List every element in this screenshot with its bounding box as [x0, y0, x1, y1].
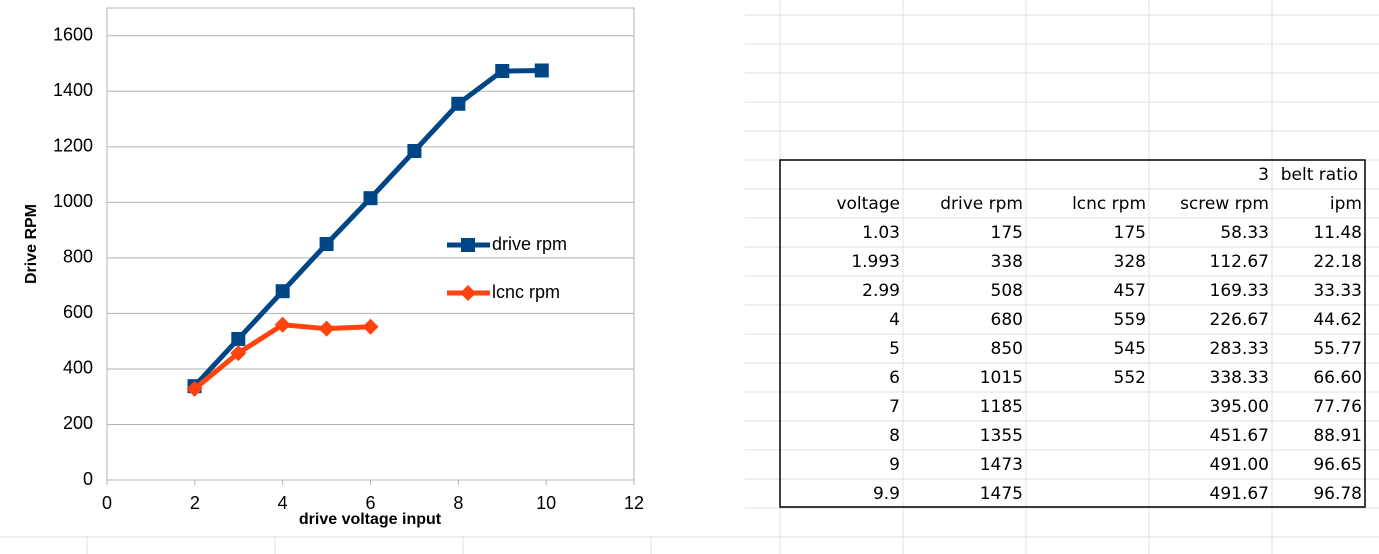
- table-cell: 96.78: [1313, 484, 1362, 504]
- legend-label: lcnc rpm: [492, 282, 560, 302]
- table-cell: 226.67: [1210, 310, 1269, 330]
- data-point: [318, 320, 335, 337]
- table-cell: 559: [1114, 310, 1146, 330]
- table-cell: 1.993: [851, 252, 900, 272]
- x-tick-label: 8: [453, 493, 463, 513]
- table-cell: 96.65: [1313, 455, 1362, 475]
- y-tick-label: 400: [63, 358, 93, 378]
- column-header: lcnc rpm: [1072, 194, 1146, 214]
- data-point: [230, 345, 247, 362]
- table-cell: 395.00: [1210, 397, 1269, 417]
- data-point: [495, 64, 510, 79]
- table-cell: 88.91: [1313, 426, 1362, 446]
- table-cell: 850: [991, 339, 1023, 359]
- table-cell: 1475: [980, 484, 1023, 504]
- data-point: [534, 63, 549, 78]
- table-cell: 338.33: [1210, 368, 1269, 388]
- table-cell: 112.67: [1210, 252, 1269, 272]
- table-cell: 22.18: [1313, 252, 1362, 272]
- table-cell: 491.00: [1210, 455, 1269, 475]
- table-cell: 451.67: [1210, 426, 1269, 446]
- x-tick-label: 0: [102, 493, 112, 513]
- data-point: [451, 96, 466, 111]
- table-cell: 169.33: [1210, 281, 1269, 301]
- data-point: [186, 380, 203, 397]
- ratio-cell: 3: [1258, 165, 1269, 185]
- data-point: [231, 331, 246, 346]
- table-cell: 9.9: [873, 484, 900, 504]
- table-cell: 1.03: [862, 223, 900, 243]
- table-cell: 552: [1114, 368, 1146, 388]
- legend-marker: [460, 285, 476, 301]
- table-cell: 457: [1114, 281, 1146, 301]
- table-cell: 1185: [980, 397, 1023, 417]
- data-point: [275, 284, 290, 299]
- table-cell: 508: [991, 281, 1023, 301]
- ratio-label-cell: belt ratio: [1281, 165, 1358, 185]
- y-tick-label: 0: [83, 469, 93, 489]
- y-tick-label: 600: [63, 302, 93, 322]
- table-cell: 283.33: [1210, 339, 1269, 359]
- y-tick-label: 1000: [53, 191, 93, 211]
- table-cell: 33.33: [1313, 281, 1362, 301]
- table-cell: 7: [889, 397, 900, 417]
- table-cell: 1473: [980, 455, 1023, 475]
- table-cell: 5: [889, 339, 900, 359]
- table-cell: 545: [1114, 339, 1146, 359]
- data-point: [319, 237, 334, 251]
- legend-label: drive rpm: [492, 234, 567, 254]
- table-cell: 338: [991, 252, 1023, 272]
- y-tick-label: 1200: [53, 136, 93, 156]
- table-cell: 328: [1114, 252, 1146, 272]
- table-cell: 8: [889, 426, 900, 446]
- chart-area: [0, 0, 745, 536]
- table-cell: 4: [889, 310, 900, 330]
- y-tick-label: 800: [63, 247, 93, 267]
- table-cell: 6: [889, 368, 900, 388]
- x-axis-title: drive voltage input: [299, 511, 442, 528]
- table-cell: 9: [889, 455, 900, 475]
- table-border: [779, 159, 1366, 508]
- x-tick-label: 10: [536, 493, 556, 513]
- table-cell: 66.60: [1313, 368, 1362, 388]
- column-header: drive rpm: [940, 194, 1023, 214]
- x-tick-label: 2: [190, 493, 200, 513]
- legend-marker: [461, 238, 475, 252]
- table-cell: 1355: [980, 426, 1023, 446]
- table-cell: 11.48: [1313, 223, 1362, 243]
- column-header: ipm: [1330, 194, 1362, 214]
- y-tick-label: 200: [63, 413, 93, 433]
- column-header: screw rpm: [1180, 194, 1269, 214]
- table-cell: 77.76: [1313, 397, 1362, 417]
- x-tick-label: 4: [278, 493, 288, 513]
- y-tick-label: 1400: [53, 80, 93, 100]
- data-point: [407, 143, 422, 158]
- table-cell: 491.67: [1210, 484, 1269, 504]
- column-header: voltage: [836, 194, 900, 214]
- table-cell: 680: [991, 310, 1023, 330]
- x-tick-label: 6: [365, 493, 375, 513]
- table-cell: 175: [1114, 223, 1146, 243]
- table-cell: 2.99: [862, 281, 900, 301]
- y-axis-title: Drive RPM: [23, 204, 40, 284]
- y-tick-label: 1600: [53, 25, 93, 45]
- table-cell: 1015: [980, 368, 1023, 388]
- table-cell: 55.77: [1313, 339, 1362, 359]
- table-cell: 58.33: [1220, 223, 1269, 243]
- table-cell: 175: [991, 223, 1023, 243]
- data-point: [363, 191, 378, 206]
- x-tick-label: 12: [624, 493, 644, 513]
- table-cell: 44.62: [1313, 310, 1362, 330]
- data-point: [362, 318, 379, 335]
- data-point: [274, 316, 291, 333]
